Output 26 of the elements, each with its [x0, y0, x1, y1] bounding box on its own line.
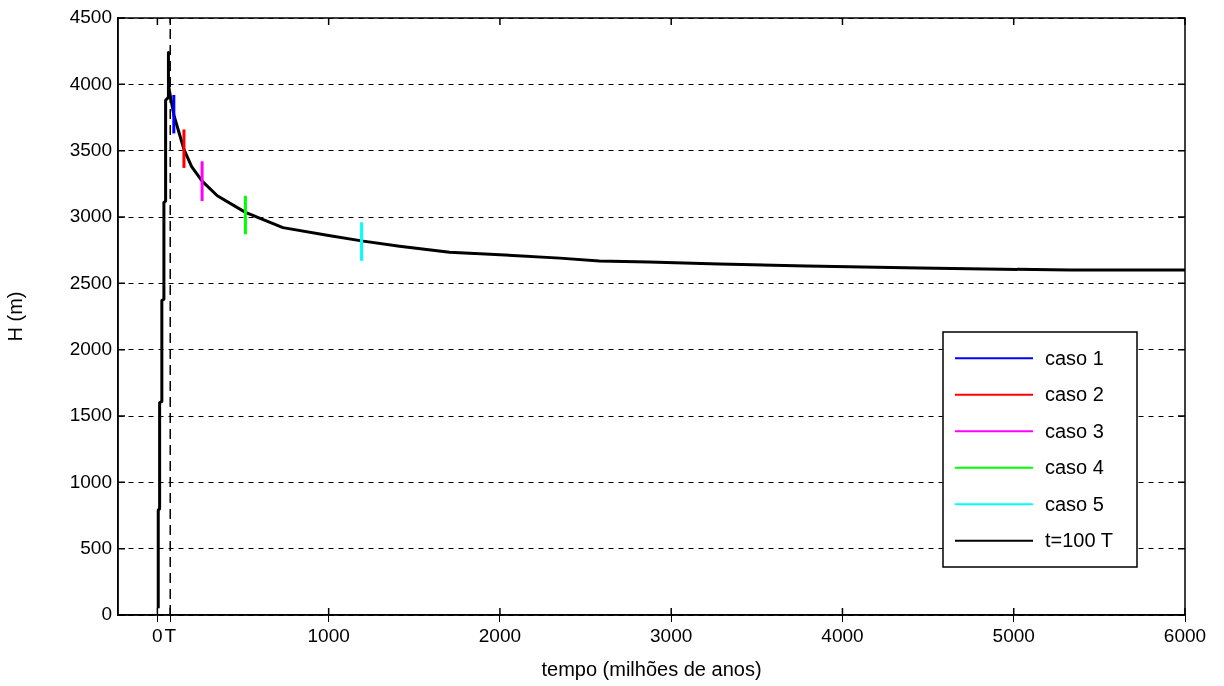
x-tick-label: 0: [152, 624, 163, 646]
x-tick-label: T: [164, 624, 177, 646]
y-tick-label: 2000: [69, 337, 112, 359]
y-axis-title: H (m): [3, 291, 26, 342]
legend-label: t=100 T: [1045, 529, 1114, 552]
x-tick-label: 4000: [821, 624, 864, 646]
x-tick-label: 5000: [992, 624, 1035, 646]
y-tick-label: 4000: [69, 72, 112, 94]
x-tick-label: 2000: [478, 624, 522, 646]
legend-label: caso 3: [1045, 419, 1104, 442]
x-tick-label: 6000: [1163, 624, 1207, 646]
legend-label: caso 5: [1045, 492, 1104, 515]
legend-label: caso 1: [1045, 346, 1104, 369]
y-tick-label: 1500: [69, 404, 112, 426]
legend-label: caso 2: [1045, 383, 1104, 406]
y-tick-label: 500: [80, 536, 112, 558]
x-tick-label: 1000: [307, 624, 350, 646]
y-tick-label: 4500: [69, 6, 112, 28]
x-axis-title: tempo (milhões de anos): [541, 657, 762, 680]
y-tick-label: 0: [101, 603, 112, 625]
y-tick-label: 3500: [69, 138, 112, 160]
y-tick-label: 3000: [69, 205, 112, 227]
x-tick-label: 3000: [650, 624, 693, 646]
y-tick-label: 1000: [69, 470, 112, 492]
y-tick-label: 2500: [69, 271, 112, 293]
legend-label: caso 4: [1045, 456, 1104, 479]
